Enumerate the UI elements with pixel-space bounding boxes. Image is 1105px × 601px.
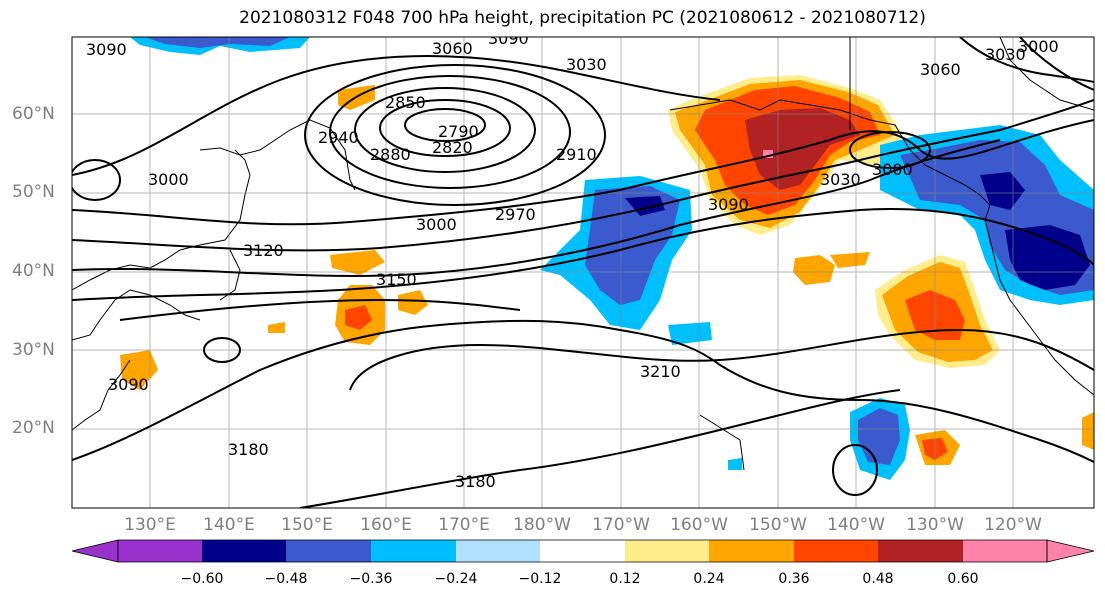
colorbar-tick-label: −0.12	[518, 571, 562, 587]
lon-label: 120°W	[984, 515, 1042, 535]
graticule	[72, 37, 1094, 508]
lat-label: 50°N	[12, 182, 55, 202]
contour-label: 3030	[820, 170, 861, 189]
lon-label: 150°E	[281, 515, 333, 535]
contour-label: 3060	[432, 39, 473, 58]
colorbar-tick-label: 0.12	[609, 571, 641, 587]
contour-label: 3060	[920, 60, 961, 79]
lon-label: 150°W	[749, 515, 807, 535]
contour-label: 2940	[318, 128, 359, 147]
height-contours	[72, 37, 1094, 508]
contour-label: 3000	[872, 160, 913, 179]
map-plot-area: 3090 3060 3090 3030 3060 3030 3000 3000 …	[72, 29, 1094, 508]
lon-label: 170°E	[438, 515, 490, 535]
colorbar-segment	[963, 540, 1047, 562]
contour-label: 2850	[385, 93, 426, 112]
colorbar-segment	[794, 540, 878, 562]
contour-label: 2970	[495, 205, 536, 224]
contour-label: 3120	[243, 241, 284, 260]
map-title: 2021080312 F048 700 hPa height, precipit…	[239, 8, 926, 28]
lat-label: 60°N	[12, 104, 55, 124]
colorbar-tick-label: 0.24	[693, 571, 725, 587]
colorbar-segment	[540, 540, 625, 562]
lon-label: 140°E	[203, 515, 255, 535]
map-frame	[71, 36, 1095, 509]
colorbar-tick-label: −0.60	[180, 571, 224, 587]
contour-label: 3030	[566, 55, 607, 74]
contour-label: 2880	[370, 145, 411, 164]
lon-label: 180°W	[513, 515, 571, 535]
contour-label: 3090	[108, 375, 149, 394]
colorbar-segment	[202, 540, 286, 562]
contour-label: 2820	[432, 138, 473, 157]
lon-label: 160°W	[670, 515, 728, 535]
contour-label: 3000	[1018, 37, 1059, 56]
colorbar-tick-label: 0.36	[778, 571, 810, 587]
contour-label: 2790	[438, 122, 479, 141]
lat-label: 20°N	[12, 418, 55, 438]
colorbar-tick-label: −0.36	[349, 571, 393, 587]
contour-label: 3180	[455, 472, 496, 491]
colorbar-segment	[371, 540, 456, 562]
colorbar-extend-low	[71, 539, 119, 563]
colorbar-segment	[709, 540, 794, 562]
contour-label: 3030	[985, 45, 1026, 64]
colorbar-segment	[878, 540, 963, 562]
contour-label: 3090	[708, 195, 749, 214]
contour-label: 3000	[148, 170, 189, 189]
colorbar-tick-label: 0.48	[862, 571, 894, 587]
contour-label: 3180	[228, 440, 269, 459]
colorbar-segment	[625, 540, 709, 562]
colorbar-tick-label: −0.24	[434, 571, 478, 587]
contour-label: 3000	[416, 215, 457, 234]
colorbar	[71, 539, 1095, 563]
contour-labels: 3090 3060 3090 3030 3060 3030 3000 3000 …	[86, 29, 1059, 491]
colorbar-tick-label: 0.60	[947, 571, 979, 587]
colorbar-segment	[118, 540, 202, 562]
lon-label: 140°W	[827, 515, 885, 535]
colorbar-segment	[286, 540, 371, 562]
contour-label: 3210	[640, 362, 681, 381]
contour-label: 3090	[86, 40, 127, 59]
contour-label: 2910	[556, 145, 597, 164]
colorbar-segment	[456, 540, 540, 562]
colorbar-extend-high	[1046, 539, 1095, 563]
lat-label: 40°N	[12, 261, 55, 281]
contour-label: 3090	[488, 29, 529, 48]
lon-label: 160°E	[360, 515, 412, 535]
colorbar-tick-label: −0.48	[264, 571, 308, 587]
lat-label: 30°N	[12, 340, 55, 360]
contour-label: 3150	[376, 270, 417, 289]
lon-label: 170°W	[592, 515, 650, 535]
lon-label: 130°E	[124, 515, 176, 535]
lon-label: 130°W	[906, 515, 964, 535]
